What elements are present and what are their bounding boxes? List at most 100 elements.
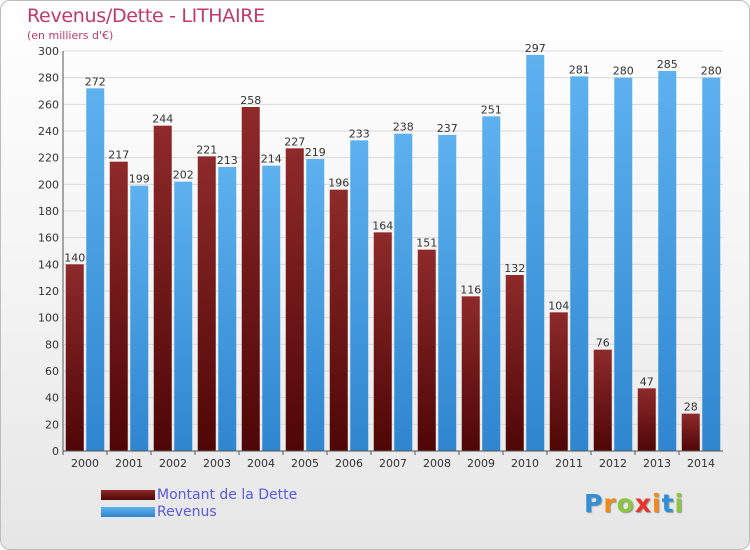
value-label-debt: 227 (284, 135, 305, 148)
bar-debt (505, 275, 524, 451)
y-tick-label: 80 (45, 338, 59, 351)
legend-swatch-revenue (101, 507, 155, 517)
y-tick-label: 100 (38, 312, 59, 325)
bar-debt (65, 264, 84, 451)
bar-revenue (306, 159, 325, 451)
x-tick-label: 2003 (203, 457, 231, 470)
bar-debt (153, 125, 172, 452)
x-tick-label: 2004 (247, 457, 275, 470)
logo-letter: i (652, 489, 662, 518)
value-label-debt: 140 (64, 251, 85, 264)
logo-letter: r (603, 489, 617, 518)
y-tick-label: 220 (38, 152, 59, 165)
value-label-revenue: 213 (217, 154, 238, 167)
bar-debt (637, 388, 656, 451)
x-tick-label: 2006 (335, 457, 363, 470)
bar-debt (373, 232, 392, 451)
y-tick-label: 0 (52, 445, 59, 458)
x-tick-label: 2012 (599, 457, 627, 470)
value-label-revenue: 251 (481, 103, 502, 116)
legend-label-debt: Montant de la Dette (157, 487, 298, 503)
y-tick-label: 180 (38, 205, 59, 218)
value-label-debt: 116 (460, 283, 481, 296)
bar-revenue (614, 77, 633, 452)
value-label-revenue: 281 (569, 63, 590, 76)
value-label-revenue: 238 (393, 121, 414, 134)
value-label-revenue: 280 (701, 65, 722, 78)
value-label-revenue: 280 (613, 65, 634, 78)
bar-debt (681, 413, 700, 451)
bar-debt (285, 148, 304, 452)
y-tick-label: 120 (38, 285, 59, 298)
x-tick-label: 2000 (71, 457, 99, 470)
value-label-debt: 28 (684, 401, 698, 414)
value-label-revenue: 237 (437, 122, 458, 135)
value-label-debt: 221 (196, 143, 217, 156)
value-label-debt: 217 (108, 149, 129, 162)
y-tick-label: 20 (45, 418, 59, 431)
bar-revenue (86, 88, 105, 451)
bar-debt (329, 189, 348, 451)
bar-revenue (174, 181, 193, 451)
y-tick-label: 40 (45, 392, 59, 405)
y-tick-label: 280 (38, 72, 59, 85)
value-label-debt: 104 (548, 299, 569, 312)
y-tick-label: 260 (38, 98, 59, 111)
x-tick-label: 2011 (555, 457, 583, 470)
bar-revenue (350, 140, 369, 452)
logo-letter: t (661, 489, 675, 518)
y-tick-label: 240 (38, 125, 59, 138)
bar-revenue (702, 77, 721, 452)
bar-revenue (218, 167, 237, 451)
value-label-debt: 196 (328, 177, 349, 190)
value-label-revenue: 272 (85, 75, 106, 88)
value-label-debt: 76 (596, 337, 610, 350)
bar-debt (109, 161, 128, 451)
bar-debt (197, 156, 216, 452)
value-label-debt: 132 (504, 262, 525, 275)
x-tick-label: 2010 (511, 457, 539, 470)
value-label-revenue: 285 (657, 58, 678, 71)
value-label-debt: 244 (152, 113, 173, 126)
logo-letter: x (634, 489, 652, 518)
logo-letter: P (584, 489, 604, 518)
logo-letter: i (674, 489, 685, 518)
bar-revenue (570, 76, 589, 451)
value-label-revenue: 199 (129, 173, 150, 186)
y-tick-label: 200 (38, 178, 59, 191)
x-tick-label: 2007 (379, 457, 407, 470)
value-label-debt: 258 (240, 94, 261, 107)
bar-revenue (438, 135, 457, 451)
x-tick-label: 2013 (643, 457, 671, 470)
y-tick-label: 140 (38, 258, 59, 271)
bar-revenue (394, 133, 413, 451)
value-label-debt: 164 (372, 219, 393, 232)
chart-title: Revenus/Dette - LITHAIRE (27, 5, 265, 27)
bar-debt (549, 312, 568, 451)
bar-debt (241, 107, 260, 451)
grid-layer (63, 50, 723, 452)
bar-debt (593, 349, 612, 451)
value-label-revenue: 233 (349, 127, 370, 140)
chart-subtitle: (en milliers d'€) (27, 29, 114, 42)
bar-revenue (658, 71, 677, 451)
y-tick-label: 160 (38, 232, 59, 245)
bar-debt (461, 296, 480, 451)
bar-debt (417, 249, 436, 451)
y-tick-label: 300 (38, 45, 59, 58)
value-label-revenue: 214 (261, 153, 282, 166)
logo-letter: o (616, 489, 635, 518)
value-label-revenue: 297 (525, 42, 546, 55)
bars-layer (65, 55, 721, 452)
bar-revenue (262, 165, 281, 451)
axis-layer: 0 20 40 60 80 100 120 140 160 180 200 220 240 260 280 3… (38, 45, 723, 470)
x-tick-label: 2008 (423, 457, 451, 470)
bar-revenue (482, 116, 501, 451)
value-label-revenue: 202 (173, 169, 194, 182)
value-label-debt: 151 (416, 237, 437, 250)
x-tick-label: 2009 (467, 457, 495, 470)
x-tick-label: 2005 (291, 457, 319, 470)
value-label-revenue: 219 (305, 146, 326, 159)
